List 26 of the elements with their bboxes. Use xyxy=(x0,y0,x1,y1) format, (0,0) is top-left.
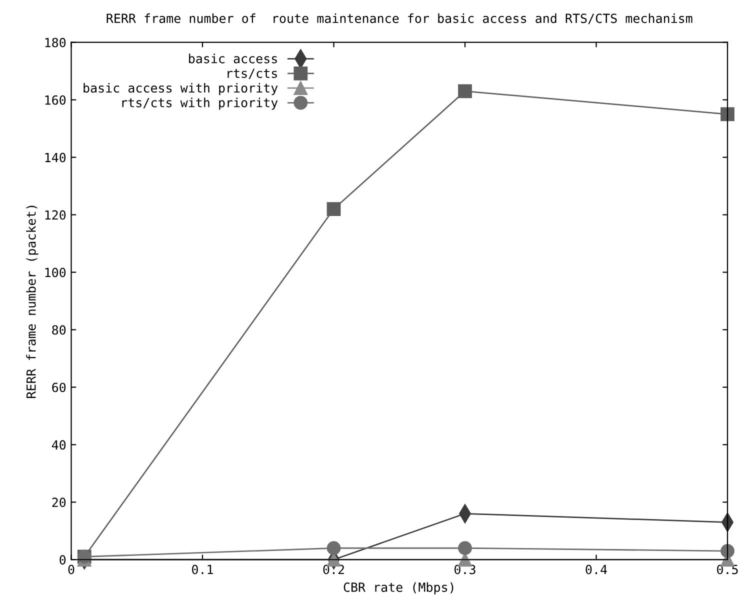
y-tick-label: 160 xyxy=(45,95,66,105)
y-tick-label: 20 xyxy=(52,498,66,508)
legend-label: basic access xyxy=(189,54,277,64)
x-axis-title: CBR rate (Mbps) xyxy=(344,582,454,594)
y-tick-label: 60 xyxy=(52,382,66,392)
point xyxy=(720,107,734,122)
y-tick-label: 100 xyxy=(45,268,66,278)
point xyxy=(458,541,472,556)
y-axis-title: RERR frame number (packet) xyxy=(26,206,38,398)
legend-label: basic access with priority xyxy=(84,82,278,96)
x-tick-label: 0.1 xyxy=(192,564,213,574)
x-tick-label: 0.4 xyxy=(586,564,607,574)
y-tick-label: 140 xyxy=(45,152,66,162)
y-tick-label: 40 xyxy=(52,440,66,450)
chart-title: RERR frame number of route maintenance for basic access and RTS/CTS mechanism xyxy=(106,13,692,24)
x-tick-label: 0 xyxy=(68,564,74,574)
point xyxy=(326,541,341,556)
y-tick-label: 120 xyxy=(45,210,66,220)
point xyxy=(458,84,472,98)
point xyxy=(720,544,734,558)
y-tick-label: 180 xyxy=(45,38,66,48)
y-tick-label: 80 xyxy=(52,325,66,335)
y-tick-label: 0 xyxy=(60,555,66,565)
point xyxy=(326,202,341,216)
legend-label: rts/cts xyxy=(228,68,277,79)
legend-label: rts/cts with priority xyxy=(122,98,278,110)
